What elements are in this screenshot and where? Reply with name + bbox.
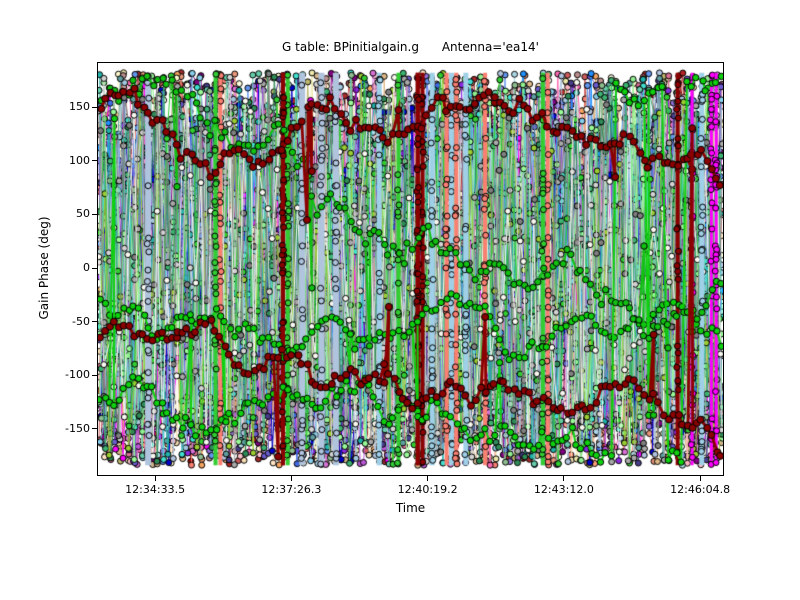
plot-area <box>97 62 724 476</box>
y-tick-label: 100 <box>69 153 90 167</box>
x-tick-mark <box>427 476 429 481</box>
y-tick-mark <box>92 374 97 376</box>
x-tick-mark <box>563 476 565 481</box>
y-tick-mark <box>92 106 97 108</box>
chart-title: G table: BPinitialgain.g Antenna='ea14' <box>282 40 539 54</box>
x-tick-label: 12:34:33.5 <box>125 483 186 496</box>
scatter-canvas <box>98 63 723 475</box>
y-tick-label: -150 <box>65 421 90 435</box>
y-tick-mark <box>92 267 97 269</box>
y-tick-label: -50 <box>72 314 90 328</box>
y-tick-mark <box>92 213 97 215</box>
y-tick-label: 0 <box>83 261 90 274</box>
x-tick-label: 12:40:19.2 <box>397 483 458 496</box>
x-tick-mark <box>290 476 292 481</box>
x-tick-label: 12:43:12.0 <box>533 483 594 496</box>
y-tick-label: 150 <box>69 100 90 114</box>
y-tick-label: 50 <box>76 207 90 221</box>
y-tick-label: -100 <box>65 368 90 382</box>
x-tick-mark <box>154 476 156 481</box>
x-tick-label: 12:46:04.8 <box>670 483 731 496</box>
y-tick-mark <box>92 428 97 430</box>
x-tick-mark <box>699 476 701 481</box>
y-tick-mark <box>92 160 97 162</box>
y-tick-mark <box>92 321 97 323</box>
x-tick-label: 12:37:26.3 <box>261 483 322 496</box>
x-axis-label: Time <box>395 501 426 515</box>
